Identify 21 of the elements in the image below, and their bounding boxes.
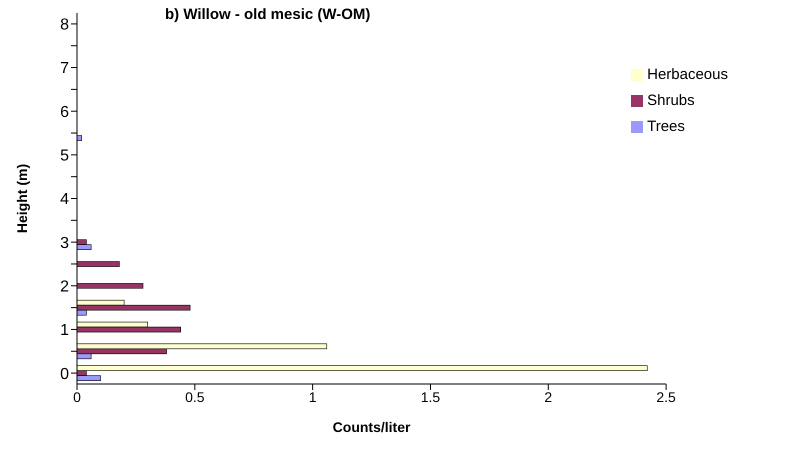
y-tick-label: 3	[60, 234, 70, 252]
legend-label: Herbaceous	[647, 66, 728, 83]
y-tick-label: 8	[60, 16, 70, 34]
y-tick-label: 5	[60, 148, 70, 165]
x-tick-label: 1	[308, 388, 317, 405]
y-tick-label: 0	[60, 366, 70, 383]
y-tick-label: 4	[60, 191, 70, 208]
x-tick-label: 0	[73, 388, 82, 405]
x-tick-label: 2	[544, 388, 552, 405]
y-tick-label: 1	[60, 322, 70, 340]
chart-title: b) Willow - old mesic (W-OM)	[165, 6, 370, 23]
x-tick-label: 2.5	[656, 388, 676, 405]
y-tick-label: 6	[60, 104, 70, 121]
legend-label: Shrubs	[647, 92, 695, 109]
y-tick-label: 2	[60, 278, 70, 296]
y-axis-title: Height (m)	[14, 164, 30, 234]
legend-label: Trees	[647, 118, 685, 135]
x-tick-label: 0.5	[185, 388, 205, 405]
y-tick-label: 7	[60, 60, 70, 78]
x-tick-label: 1.5	[420, 388, 440, 405]
x-axis-title: Counts/liter	[332, 419, 411, 435]
